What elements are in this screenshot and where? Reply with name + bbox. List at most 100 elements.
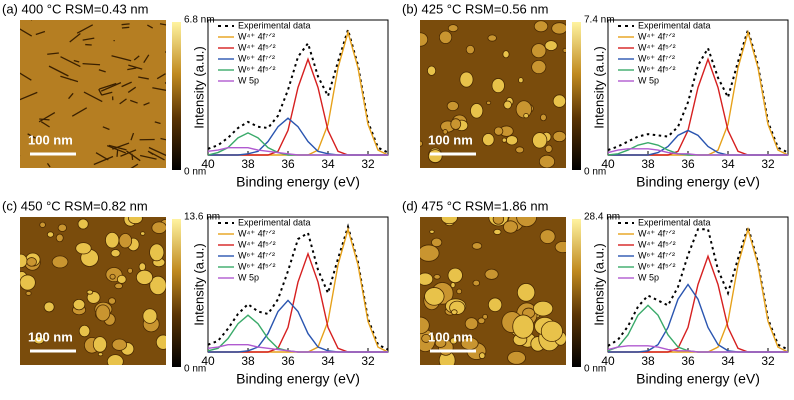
afm-crack	[126, 150, 141, 162]
afm-grain	[46, 231, 55, 238]
colorbar-max-label: 13.6 nm	[184, 212, 220, 223]
legend-label: W⁶⁺ 4f⁵ᐟ²	[638, 261, 676, 271]
afm-crack	[121, 81, 132, 88]
afm-grain	[420, 316, 430, 335]
afm-grain	[538, 154, 556, 168]
afm-crack	[100, 82, 122, 92]
afm-crack	[38, 111, 56, 123]
afm-crack	[152, 87, 166, 91]
afm-crack	[121, 26, 130, 29]
afm-grain	[149, 243, 165, 262]
afm-grain	[464, 317, 479, 330]
legend-label: W⁴⁺ 4f⁵ᐟ²	[238, 42, 276, 52]
afm-grain	[114, 282, 123, 290]
colorbar-max-label: 6.8 nm	[184, 15, 215, 26]
afm-grain	[127, 267, 133, 274]
afm-grain	[434, 338, 447, 348]
afm-grain	[447, 24, 459, 33]
x-tick-label: 38	[641, 157, 655, 171]
afm-grain	[72, 298, 86, 311]
afm-grain	[116, 274, 127, 284]
afm-grain	[487, 34, 497, 42]
afm-grain	[75, 242, 92, 255]
afm-crack	[130, 163, 139, 168]
afm-grain	[503, 100, 512, 110]
afm-grain	[433, 274, 441, 280]
colorbar-min-label: 0 nm	[584, 167, 606, 178]
x-tick-label: 36	[681, 354, 695, 368]
x-tick-label: 38	[241, 157, 255, 171]
afm-grain	[512, 314, 535, 339]
afm-grain	[55, 233, 64, 243]
afm-grain	[470, 103, 484, 119]
fit-line	[207, 343, 388, 353]
afm-crack	[20, 72, 32, 81]
afm-grain	[492, 217, 505, 225]
x-tick-label: 32	[761, 354, 775, 368]
afm-crack	[127, 86, 137, 93]
afm-grain	[502, 50, 510, 59]
fit-line	[207, 146, 388, 156]
fit-line	[608, 226, 789, 353]
afm-grain	[420, 244, 440, 262]
afm-grain	[459, 71, 474, 88]
legend-label: Experimental data	[638, 217, 711, 227]
x-tick-label: 34	[321, 157, 335, 171]
afm-grain	[149, 275, 166, 296]
afm-crack	[48, 65, 69, 77]
legend-label: W 5p	[238, 75, 259, 85]
afm-grain	[472, 279, 481, 287]
afm-crack	[106, 145, 126, 154]
fit-line	[208, 226, 389, 353]
x-axis-title: Binding energy (eV)	[236, 174, 360, 190]
afm-grain	[151, 221, 166, 234]
legend-label: W 5p	[638, 272, 659, 282]
legend-label: W⁴⁺ 4f⁵ᐟ²	[638, 42, 676, 52]
colorbar	[172, 22, 181, 170]
afm-crack	[143, 54, 150, 64]
colorbar	[572, 22, 581, 170]
fit-line	[207, 314, 388, 353]
afm-grain	[531, 43, 547, 59]
afm-grain	[477, 317, 486, 325]
colorbar-max-label: 7.4 nm	[584, 15, 615, 26]
afm-crack	[73, 59, 80, 63]
afm-grain	[482, 133, 495, 147]
afm-grain	[109, 273, 116, 280]
afm-grain	[429, 229, 435, 234]
afm-image	[20, 217, 166, 365]
afm-grain	[118, 233, 133, 249]
colorbar-min-label: 0 nm	[584, 364, 606, 375]
scale-bar-label: 100 nm	[428, 329, 473, 344]
x-tick-label: 40	[201, 157, 215, 171]
afm-crack	[139, 154, 157, 160]
afm-grain	[533, 20, 549, 33]
afm-crack	[111, 55, 132, 62]
afm-grain	[155, 334, 166, 350]
afm-grain	[26, 257, 37, 267]
afm-grain	[451, 309, 458, 315]
afm-grain	[471, 242, 483, 250]
afm-grain	[465, 45, 475, 55]
afm-crack	[47, 52, 59, 55]
legend-label: W⁴⁺ 4f⁵ᐟ²	[638, 239, 676, 249]
afm-grain	[446, 100, 459, 112]
afm-grain	[25, 290, 32, 296]
afm-grain	[532, 132, 548, 149]
colorbar-max-label: 28.4 nm	[584, 212, 620, 223]
afm-grain	[544, 40, 558, 51]
afm-crack	[154, 121, 161, 125]
x-axis-title: Binding energy (eV)	[236, 371, 360, 387]
legend-label: W⁶⁺ 4f⁵ᐟ²	[638, 64, 676, 74]
afm-grain	[487, 297, 503, 313]
afm-grain	[138, 262, 147, 272]
legend-label: W⁴⁺ 4f⁷ᐟ²	[638, 228, 675, 238]
afm-grain	[442, 129, 448, 135]
legend-label: W⁴⁺ 4f⁵ᐟ²	[238, 239, 276, 249]
afm-grain	[562, 47, 566, 53]
legend-label: W⁴⁺ 4f⁷ᐟ²	[638, 31, 675, 41]
afm-grain	[516, 283, 536, 302]
afm-grain	[57, 223, 67, 232]
afm-crack	[120, 149, 137, 157]
afm-crack	[60, 56, 81, 68]
